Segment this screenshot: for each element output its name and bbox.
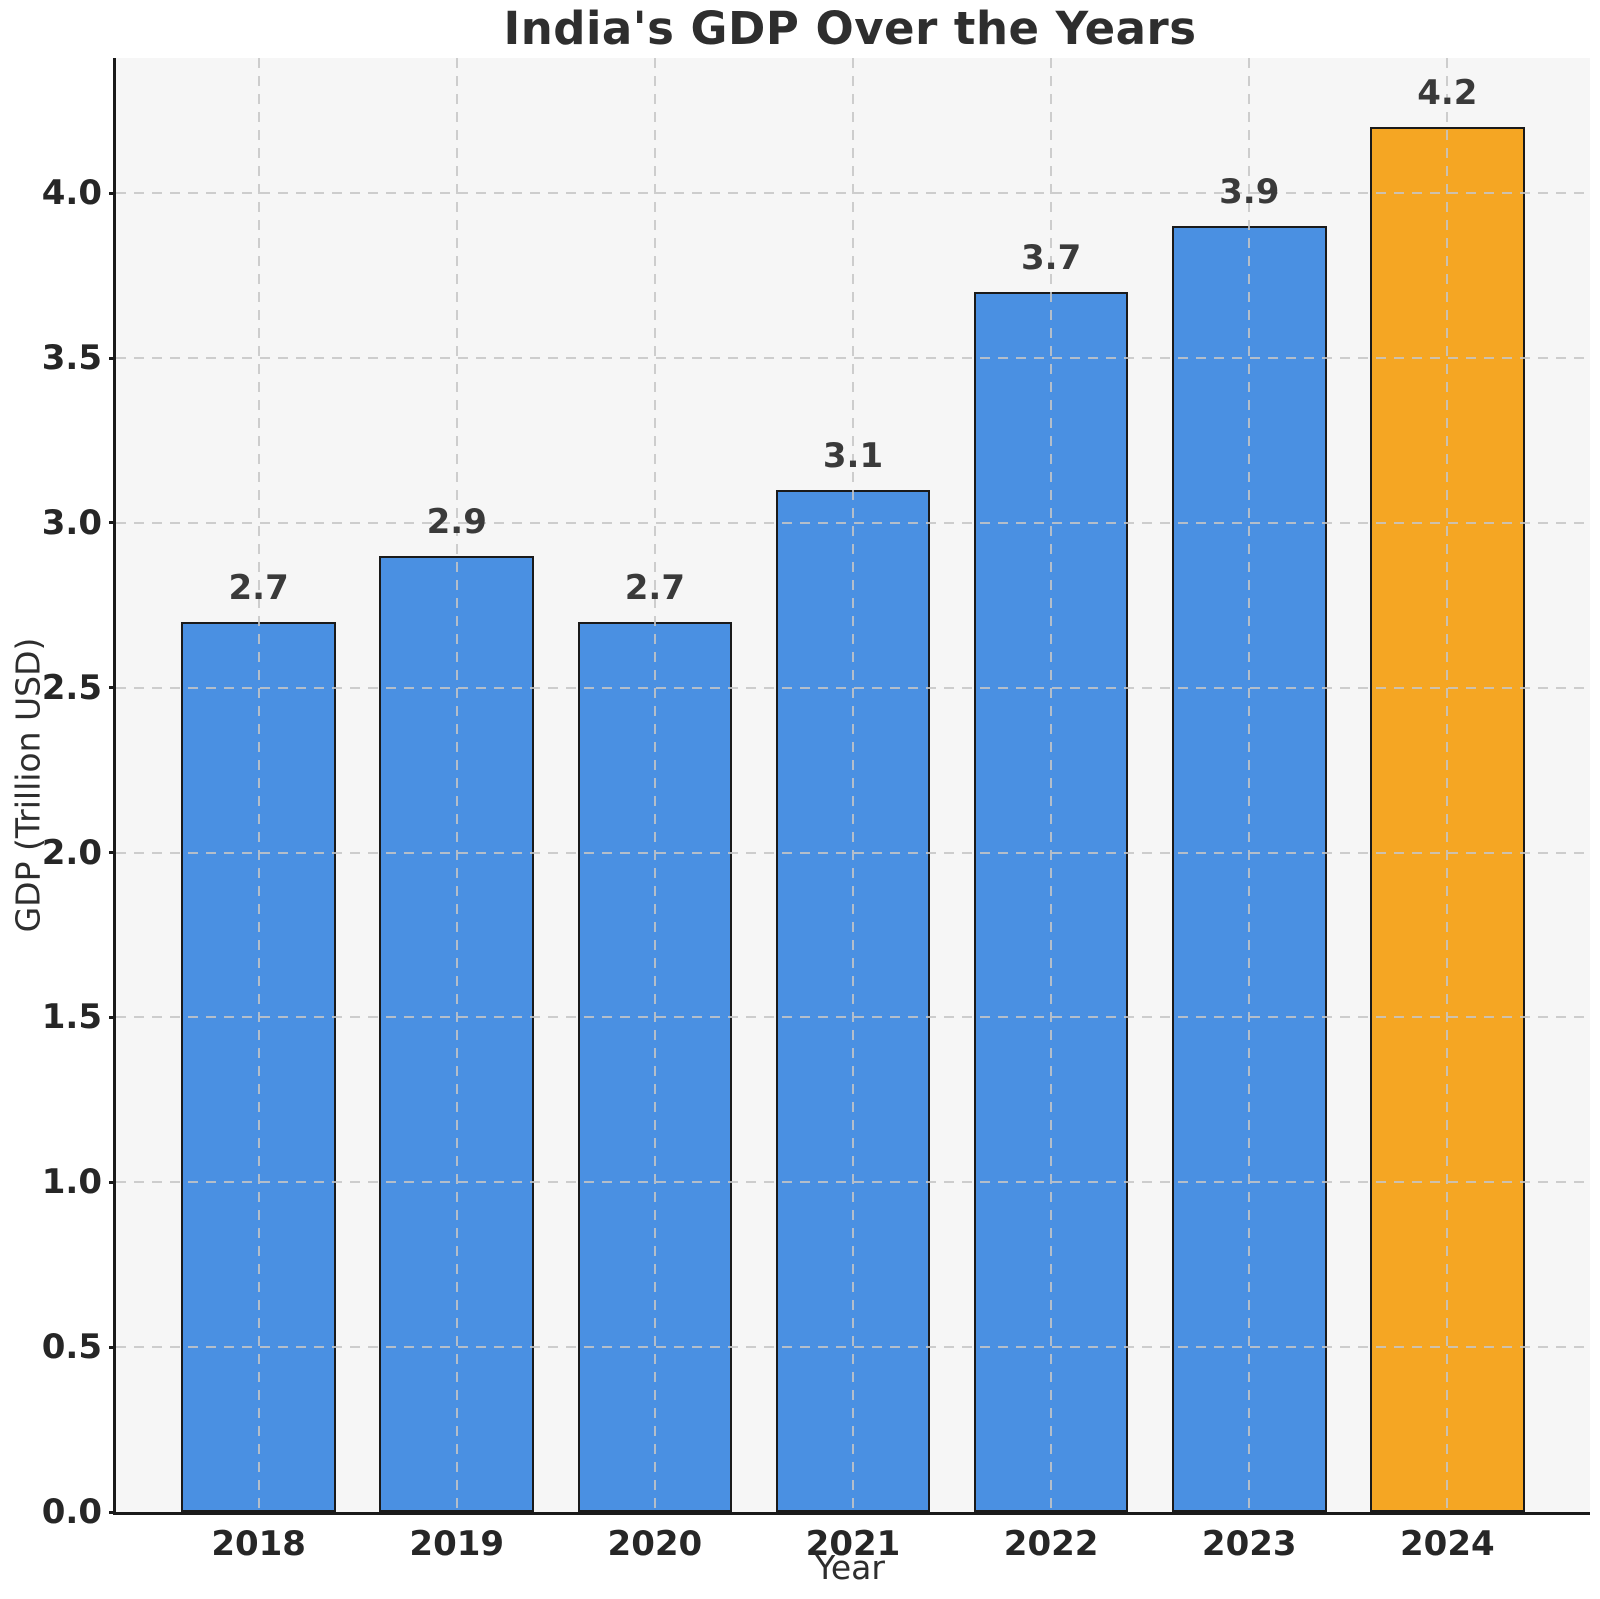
y-tick-label: 4.0 (41, 173, 102, 214)
x-tick-label-2018: 2018 (211, 1524, 306, 1564)
y-tick-mark (109, 191, 116, 195)
y-tick-label: 1.5 (41, 997, 102, 1038)
x-tick-label-2019: 2019 (409, 1524, 505, 1564)
x-tick-label-2023: 2023 (1201, 1524, 1297, 1564)
y-tick-label: 3.5 (41, 338, 102, 379)
x-tick-label-2020: 2020 (607, 1524, 703, 1564)
y-tick-mark (109, 1510, 116, 1514)
chart-title: India's GDP Over the Years (503, 2, 1197, 55)
y-tick-mark (109, 1180, 116, 1184)
plot-area: 2.7 2.9 2.7 3.1 3.7 3.9 4.2 0.0 0.5 1.0 1.5 2.0 2.5… (42, 58, 1590, 1564)
y-tick-mark (109, 356, 116, 360)
bar-value-label-2020: 2.7 (624, 567, 685, 608)
y-tick-mark (109, 686, 116, 690)
x-axis-label: Year (815, 1548, 885, 1587)
y-tick-label: 0.0 (41, 1492, 102, 1532)
x-tick-label-2024: 2024 (1400, 1524, 1495, 1564)
bar-value-label-2019: 2.9 (426, 501, 487, 542)
y-tick-label: 1.0 (41, 1162, 102, 1203)
value-labels-layer: 2.7 2.9 2.7 3.1 3.7 3.9 4.2 (116, 58, 1590, 1512)
y-tick-mark (109, 1345, 116, 1349)
x-tick-label-2022: 2022 (1003, 1524, 1099, 1564)
x-tick-label-2021: 2021 (805, 1524, 901, 1564)
y-tick-label: 2.5 (41, 667, 102, 708)
y-tick-label: 0.5 (41, 1327, 102, 1368)
bar-value-label-2024: 4.2 (1417, 73, 1478, 114)
bar-value-label-2018: 2.7 (228, 567, 289, 608)
y-tick-label: 2.0 (41, 832, 102, 873)
bar-value-label-2023: 3.9 (1219, 172, 1280, 213)
y-tick-label: 3.0 (41, 502, 102, 543)
bar-value-label-2022: 3.7 (1020, 238, 1082, 279)
y-tick-mark (109, 1015, 116, 1019)
bar-value-label-2021: 3.1 (822, 435, 884, 476)
y-tick-mark (109, 521, 116, 525)
y-tick-mark (109, 851, 116, 855)
